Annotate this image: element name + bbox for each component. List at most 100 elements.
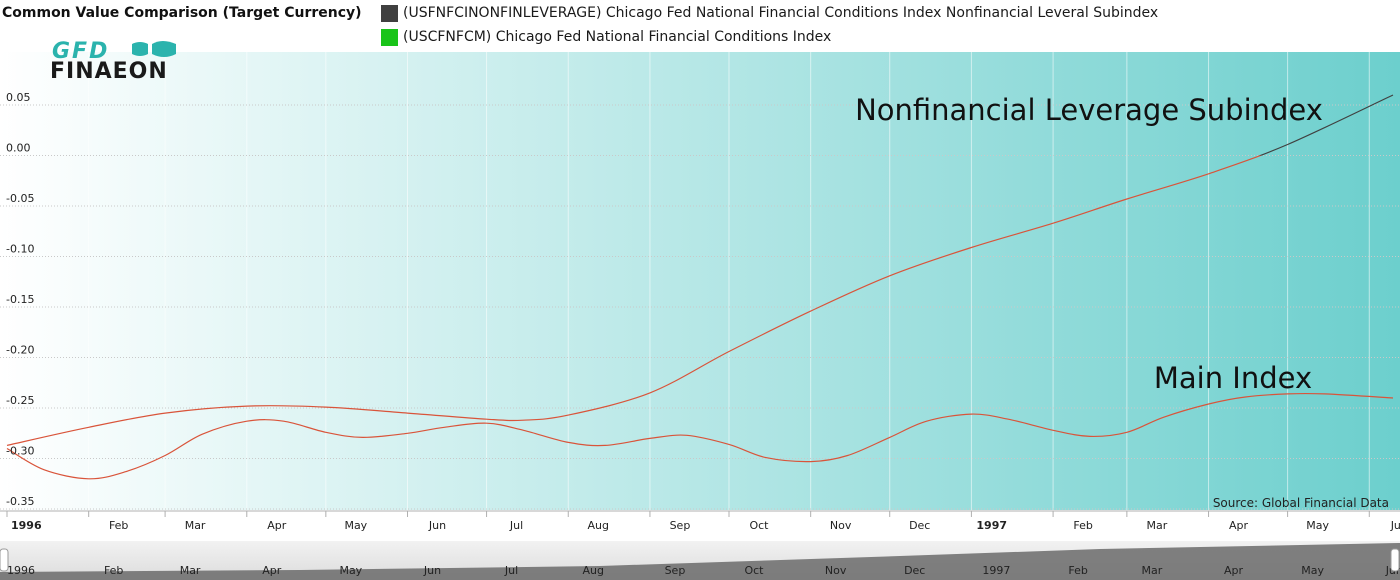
data-point <box>125 471 126 472</box>
y-tick-label: -0.15 <box>6 293 34 306</box>
data-point <box>1208 403 1209 404</box>
navigator-label: 1997 <box>982 564 1010 577</box>
chart-title: Common Value Comparison (Target Currency… <box>2 5 362 21</box>
data-point <box>1392 397 1393 398</box>
data-point <box>1089 436 1090 437</box>
y-tick-label: 0.05 <box>6 91 31 104</box>
horizontal-gridlines <box>0 104 1400 510</box>
data-point <box>325 407 326 408</box>
data-point <box>1053 223 1054 224</box>
navigator-label: Nov <box>825 564 847 577</box>
data-point <box>486 419 487 420</box>
legend-label: (USCFNFCM) Chicago Fed National Financia… <box>403 29 832 45</box>
gfd-finaeon-logo: GFD FINAEON <box>50 39 176 84</box>
navigator-right-handle[interactable] <box>1390 548 1400 572</box>
data-point <box>686 435 687 436</box>
x-tick-label: Jun <box>428 519 446 532</box>
x-tick-label: Sep <box>670 519 691 532</box>
data-point <box>728 444 729 445</box>
data-point <box>246 406 247 407</box>
x-tick-label: Feb <box>109 519 128 532</box>
x-tick-label: May <box>344 519 367 532</box>
series-nonfinancial-leverage <box>6 94 1394 446</box>
data-point <box>283 421 284 422</box>
data-point <box>810 461 811 462</box>
legend-swatch <box>381 4 398 22</box>
x-tick-label: Dec <box>909 519 930 532</box>
data-point <box>1053 430 1054 431</box>
y-axis: 0.05 0.00 -0.05 -0.10 -0.15 -0.20 -0.25 -0.30 -0… <box>6 91 34 508</box>
series-main-index <box>6 392 1394 480</box>
data-point <box>971 414 972 415</box>
x-tick-label: Feb <box>1073 519 1092 532</box>
navigator-label: May <box>1301 564 1324 577</box>
navigator-label: Mar <box>180 564 201 577</box>
source-note: Source: Global Financial Data <box>1213 496 1389 510</box>
data-point <box>971 247 972 248</box>
x-tick-label: 1996 <box>11 519 42 532</box>
data-point <box>810 311 811 312</box>
navigator-label: Oct <box>744 564 764 577</box>
y-tick-label: -0.25 <box>6 394 34 407</box>
x-tick-label: Mar <box>1146 519 1167 532</box>
data-point <box>1163 417 1164 418</box>
data-point <box>1245 396 1246 397</box>
data-point <box>568 415 569 416</box>
series-layer <box>6 94 1394 480</box>
data-point <box>88 427 89 428</box>
y-tick-label: -0.10 <box>6 243 34 256</box>
y-tick-label: -0.20 <box>6 344 34 357</box>
data-point <box>889 275 890 276</box>
logo-text-gfd: GFD <box>52 39 109 64</box>
data-point <box>1126 198 1127 199</box>
legend-item-nonfinancial-leverage[interactable]: (USFNFCINONFINLEVERAGE) Chicago Fed Nati… <box>381 4 1158 22</box>
annotation-main-index: Main Index <box>1154 361 1312 395</box>
data-point <box>201 434 202 435</box>
y-tick-label: -0.35 <box>6 495 34 508</box>
data-point <box>1008 419 1009 420</box>
annotation-nonfinancial-leverage: Nonfinancial Leverage Subindex <box>855 93 1323 127</box>
x-tick-label: 1997 <box>976 519 1007 532</box>
series-line <box>6 155 1263 446</box>
navigator-label: 1996 <box>7 564 35 577</box>
vertical-gridlines <box>6 52 1370 510</box>
data-point <box>649 438 650 439</box>
logo-text-finaeon: FINAEON <box>50 59 168 84</box>
data-point <box>407 433 408 434</box>
legend-label: (USFNFCINONFINLEVERAGE) Chicago Fed Nati… <box>403 5 1159 21</box>
series-line <box>6 392 1394 480</box>
data-point <box>765 457 766 458</box>
navigator-series-area <box>0 543 1400 580</box>
y-tick-label: -0.30 <box>6 445 34 458</box>
data-point <box>847 455 848 456</box>
navigator-label: Dec <box>904 564 925 577</box>
data-point <box>926 421 927 422</box>
data-point <box>1126 432 1127 433</box>
x-tick-label: Apr <box>267 519 287 532</box>
data-point <box>1324 393 1325 394</box>
plot-background <box>0 52 1400 510</box>
data-point <box>523 420 524 421</box>
y-tick-label: 0.00 <box>6 142 31 155</box>
data-point <box>1392 94 1393 95</box>
data-point <box>486 423 487 424</box>
x-tick-label: Mar <box>185 519 206 532</box>
navigator-label: Apr <box>1224 564 1244 577</box>
data-point <box>1287 144 1288 145</box>
x-tick-label: May <box>1306 519 1329 532</box>
x-tick-label: Nov <box>830 519 852 532</box>
navigator-label: Mar <box>1141 564 1162 577</box>
data-point <box>362 437 363 438</box>
navigator-left-handle[interactable] <box>0 548 9 572</box>
x-tick-label: Apr <box>1229 519 1249 532</box>
logo-leaf-icon <box>132 42 148 56</box>
navigator-label: Sep <box>665 564 686 577</box>
data-point <box>165 413 166 414</box>
x-axis: 1996 Feb Mar Apr May Jun Jul Aug Sep Oct Nov Dec 199… <box>6 511 1400 532</box>
range-navigator[interactable]: 1996 Feb Mar Apr May Jun Jul Aug Sep Oct Nov Dec 199… <box>0 541 1400 580</box>
data-point <box>728 351 729 352</box>
navigator-label: Feb <box>104 564 123 577</box>
navigator-label: Aug <box>583 564 604 577</box>
legend-item-main-index[interactable]: (USCFNFCM) Chicago Fed National Financia… <box>381 28 831 46</box>
